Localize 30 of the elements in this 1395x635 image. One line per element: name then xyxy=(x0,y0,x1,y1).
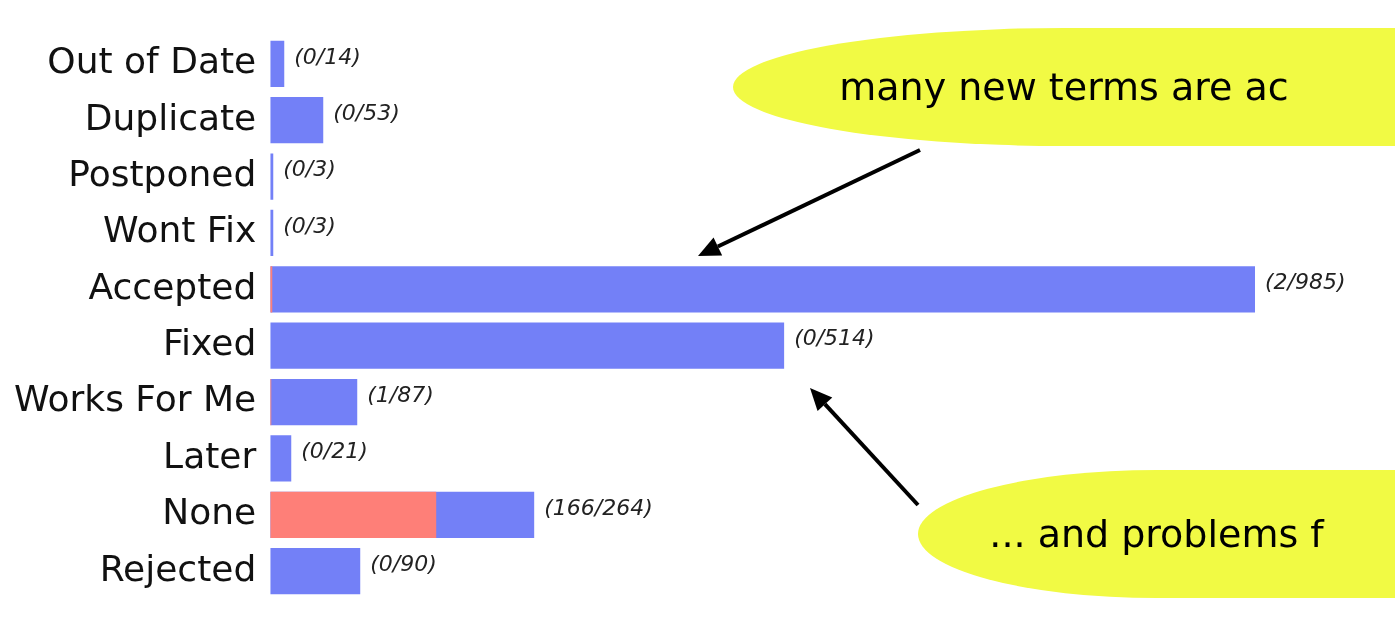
data-label: (0/14) xyxy=(294,43,361,69)
y-tick-label: Later xyxy=(163,434,257,476)
data-label: (0/53) xyxy=(333,99,400,125)
data-label: (166/264) xyxy=(544,494,653,520)
data-label: (0/514) xyxy=(794,325,875,351)
data-label: (0/3) xyxy=(283,156,336,182)
y-tick-label: Works For Me xyxy=(14,378,257,420)
y-tick-label: Out of Date xyxy=(47,40,257,82)
bar xyxy=(270,435,292,482)
y-tick-label: Wont Fix xyxy=(102,209,257,251)
y-tick-label: Accepted xyxy=(88,265,257,307)
y-tick-label: Fixed xyxy=(162,322,257,364)
bar xyxy=(270,548,361,595)
y-tick-label: None xyxy=(162,491,257,533)
data-label: (0/21) xyxy=(301,438,368,464)
bar xyxy=(270,378,358,426)
bar xyxy=(270,491,437,538)
y-tick-label: Duplicate xyxy=(84,96,257,138)
data-label: (1/87) xyxy=(367,381,434,407)
bar xyxy=(270,40,285,87)
speech-bubble: many new terms are ac xyxy=(733,28,1395,146)
bar xyxy=(270,266,1255,313)
y-tick-label: Postponed xyxy=(68,152,257,194)
bar xyxy=(270,322,785,369)
data-label: (0/3) xyxy=(283,212,336,238)
bar xyxy=(270,97,324,144)
y-tick-label: Rejected xyxy=(99,547,257,589)
data-label: (2/985) xyxy=(1265,269,1346,295)
speech-bubble: ... and problems f xyxy=(918,470,1395,598)
data-label: (0/90) xyxy=(370,550,437,576)
